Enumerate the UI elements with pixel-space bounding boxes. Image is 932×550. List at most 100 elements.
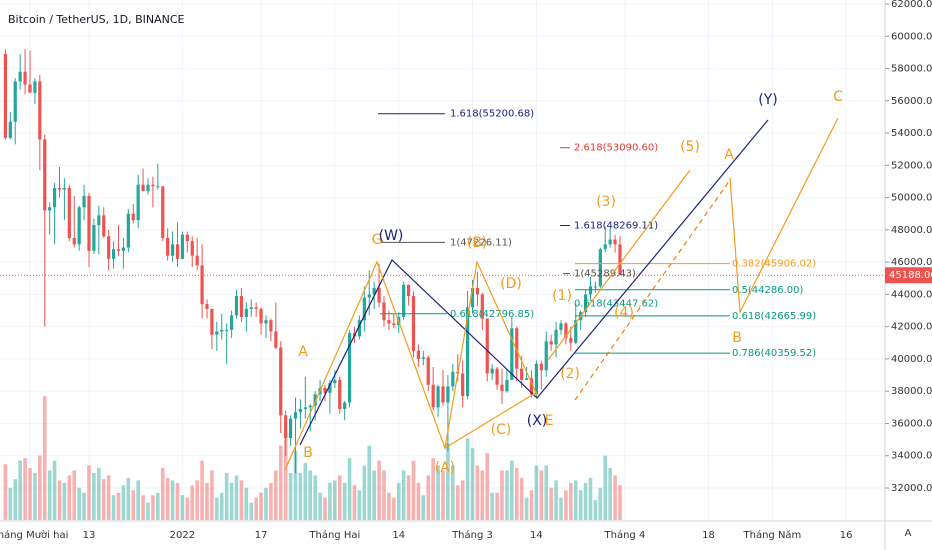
candle-body (343, 402, 347, 409)
candle-body (470, 287, 475, 308)
candle-body (564, 323, 568, 338)
y-tick-label: 50000.00 (891, 193, 932, 204)
candle-body (239, 296, 244, 317)
trend-lines (284, 117, 839, 471)
candle-body (166, 237, 170, 256)
volume-bar (274, 470, 278, 520)
candle-body (180, 234, 185, 259)
x-tick-label: Tháng Hai (308, 529, 360, 541)
volume-bar (170, 480, 175, 520)
candle-body (229, 315, 234, 330)
candle-body (87, 195, 91, 251)
candle-body (156, 186, 160, 188)
wave-label: (4) (614, 305, 634, 321)
volume-bar (82, 492, 86, 520)
candle-body (308, 405, 312, 408)
x-tick-label: Tháng Năm (743, 529, 802, 541)
volume-bar (357, 490, 362, 520)
candle-body (544, 341, 548, 371)
volume-bar (352, 485, 357, 520)
volume-bar (318, 492, 322, 520)
volume-bar (613, 475, 617, 520)
x-tick-label: 14 (530, 530, 543, 541)
volume-bar (387, 492, 391, 520)
candle-body (146, 184, 150, 192)
volume-bar (72, 470, 77, 520)
candle-body (288, 418, 293, 438)
candle-body (377, 287, 381, 303)
candle-body (500, 384, 504, 392)
candle-body (569, 337, 573, 343)
volume-bar (195, 480, 199, 520)
volume-bar (396, 482, 401, 520)
volume-bar (519, 477, 524, 520)
volume-bar (554, 480, 558, 520)
candle-body (515, 328, 519, 369)
candle-body (23, 71, 27, 85)
volume-bar (539, 470, 544, 520)
volume-bar (126, 477, 131, 520)
candle-body (411, 296, 416, 351)
candle-body (495, 368, 499, 385)
volume-bar (38, 455, 42, 520)
chart-title: Bitcoin / TetherUS, 1D, BINANCE (8, 13, 185, 26)
volume-bar (323, 497, 327, 520)
candle-body (151, 184, 155, 187)
volume-bar (372, 470, 376, 520)
volume-bar (106, 475, 111, 520)
volume-bar (224, 472, 229, 520)
last-price-tag (885, 267, 932, 284)
volume-bar (141, 495, 145, 520)
x-tick-label: 2022 (170, 530, 195, 541)
x-tick-label: 13 (83, 530, 96, 541)
volume-bar (175, 482, 180, 520)
volume-bar (97, 468, 101, 520)
candle-body (38, 81, 42, 140)
scale-mode[interactable]: A (905, 528, 912, 539)
volume-bar (480, 470, 485, 520)
last-price-label: 45188.00 (889, 270, 932, 281)
volume-bar (146, 502, 150, 520)
y-tick-label: 38000.00 (891, 386, 932, 397)
x-tick-label: 16 (840, 530, 853, 541)
candle-body (490, 368, 494, 374)
candle-body (451, 371, 455, 387)
volume-bar (8, 487, 13, 520)
wave-label: A (298, 344, 308, 360)
volume-bar (573, 480, 578, 520)
volume-bar (328, 482, 332, 520)
wave-label: (3) (596, 194, 616, 210)
volume-bar (269, 482, 273, 520)
volume-bar (23, 458, 27, 520)
volume-bar (470, 448, 475, 520)
fib-label: 1.618(55200.68) (450, 109, 534, 120)
candle-body (249, 307, 253, 309)
volume-bar (136, 480, 140, 520)
candle-body (97, 215, 101, 226)
candle-body (372, 287, 376, 295)
candle-body (175, 244, 180, 259)
candle-body (593, 286, 598, 288)
candle-body (313, 394, 317, 406)
candle-body (77, 207, 81, 245)
volume-bar (337, 475, 342, 520)
volume-bar (362, 465, 367, 520)
x-tick-label: Tháng 4 (604, 529, 646, 541)
volume-bar (514, 468, 519, 520)
volume-bar (185, 497, 190, 520)
fib-label: 0.618(43447.62) (574, 298, 658, 309)
candle-body (367, 294, 371, 298)
volume-bar (28, 468, 32, 520)
volume-bar (111, 495, 116, 520)
y-tick-label: 44000.00 (891, 289, 932, 300)
wave-label: (5) (680, 139, 700, 155)
wave-label: C (833, 89, 843, 105)
volume-bar (598, 487, 603, 520)
fib-label: 0.382(45906.02) (732, 259, 816, 270)
fib-label: 1.618(48269.11) (574, 221, 658, 232)
candle-body (588, 286, 593, 295)
volume-bar (180, 495, 185, 520)
candle-body (13, 81, 17, 122)
candle-body (111, 249, 116, 259)
volume-bar (210, 470, 214, 520)
